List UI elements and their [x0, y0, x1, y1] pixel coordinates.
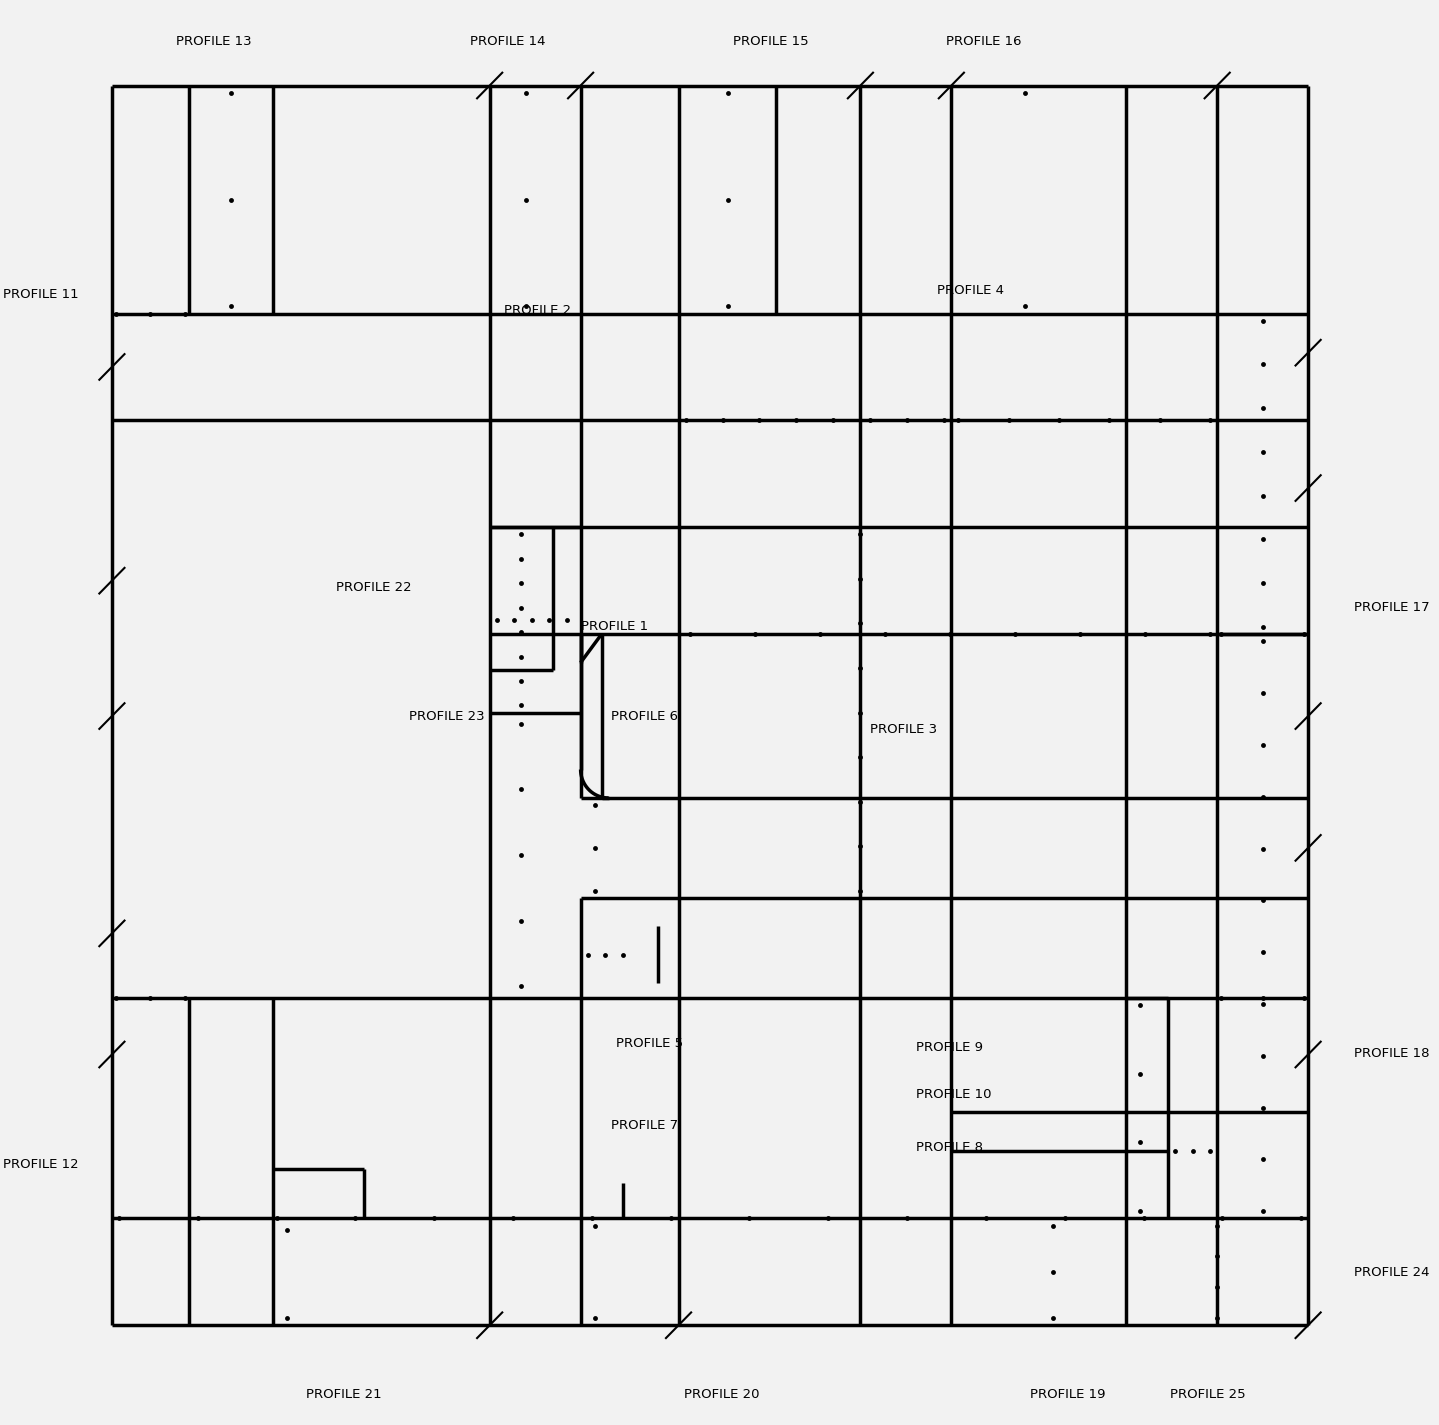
Text: PROFILE 18: PROFILE 18: [1354, 1046, 1430, 1060]
Text: PROFILE 14: PROFILE 14: [471, 36, 545, 48]
Text: PROFILE 6: PROFILE 6: [612, 710, 678, 724]
Text: PROFILE 10: PROFILE 10: [917, 1087, 991, 1102]
Text: PROFILE 23: PROFILE 23: [409, 710, 484, 724]
Text: PROFILE 13: PROFILE 13: [176, 36, 252, 48]
Text: PROFILE 25: PROFILE 25: [1170, 1388, 1245, 1401]
Text: PROFILE 16: PROFILE 16: [945, 36, 1022, 48]
Text: PROFILE 22: PROFILE 22: [335, 580, 412, 594]
Text: PROFILE 17: PROFILE 17: [1354, 600, 1430, 614]
Text: PROFILE 1: PROFILE 1: [580, 620, 648, 634]
Text: PROFILE 2: PROFILE 2: [504, 304, 571, 318]
Text: PROFILE 5: PROFILE 5: [616, 1036, 682, 1050]
Text: PROFILE 7: PROFILE 7: [612, 1119, 679, 1133]
Text: PROFILE 20: PROFILE 20: [684, 1388, 760, 1401]
Text: PROFILE 12: PROFILE 12: [3, 1157, 78, 1171]
Text: PROFILE 15: PROFILE 15: [732, 36, 809, 48]
Text: PROFILE 11: PROFILE 11: [3, 288, 78, 302]
Text: PROFILE 8: PROFILE 8: [917, 1140, 983, 1154]
Text: PROFILE 4: PROFILE 4: [937, 284, 1004, 298]
Text: PROFILE 9: PROFILE 9: [917, 1040, 983, 1054]
Text: PROFILE 24: PROFILE 24: [1354, 1265, 1430, 1280]
Text: PROFILE 19: PROFILE 19: [1030, 1388, 1105, 1401]
Text: PROFILE 21: PROFILE 21: [307, 1388, 381, 1401]
Text: PROFILE 3: PROFILE 3: [871, 722, 937, 737]
